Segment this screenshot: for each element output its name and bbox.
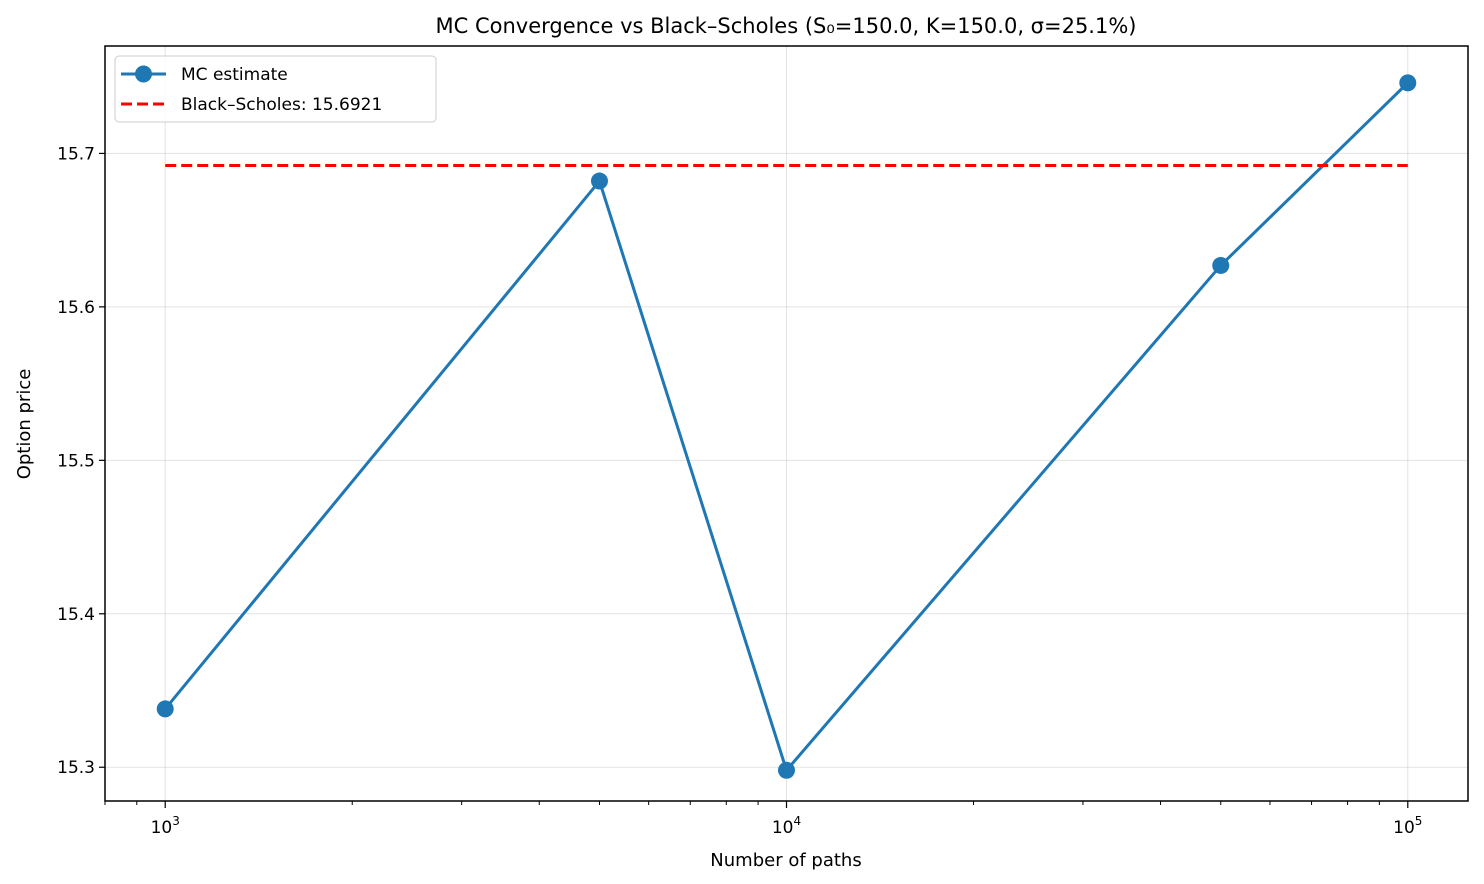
x-axis: 103 104 105 (104, 801, 1422, 838)
legend-label: MC estimate (181, 65, 288, 85)
y-axis-label: Option price (14, 369, 35, 480)
legend: MC estimate Black–Scholes: 15.6921 (114, 55, 437, 123)
plot-series (156, 74, 1417, 779)
y-tick-label: 15.3 (57, 758, 95, 778)
x-axis-label: Number of paths (710, 850, 861, 871)
chart-title: MC Convergence vs Black–Scholes (S₀=150.… (435, 14, 1136, 38)
y-tick-label: 15.4 (57, 605, 95, 625)
x-tick-label: 103 (151, 814, 180, 838)
x-tick-label: 104 (772, 814, 801, 838)
legend-box (114, 55, 437, 123)
legend-label: Black–Scholes: 15.6921 (181, 95, 382, 115)
x-tick-label: 105 (1393, 814, 1422, 838)
mc-estimate-point (778, 761, 795, 779)
y-tick-label: 15.5 (57, 451, 95, 471)
mc-estimate-point (1399, 74, 1417, 92)
grid-lines (105, 46, 1468, 801)
y-tick-label: 15.7 (57, 144, 95, 164)
mc-estimate-point (590, 172, 608, 190)
mc-estimate-point (1212, 256, 1230, 274)
y-axis: 15.3 15.4 15.5 15.6 15.7 (57, 144, 105, 778)
y-tick-label: 15.6 (57, 298, 95, 318)
legend-marker (135, 65, 152, 83)
mc-estimate-point (156, 700, 174, 718)
